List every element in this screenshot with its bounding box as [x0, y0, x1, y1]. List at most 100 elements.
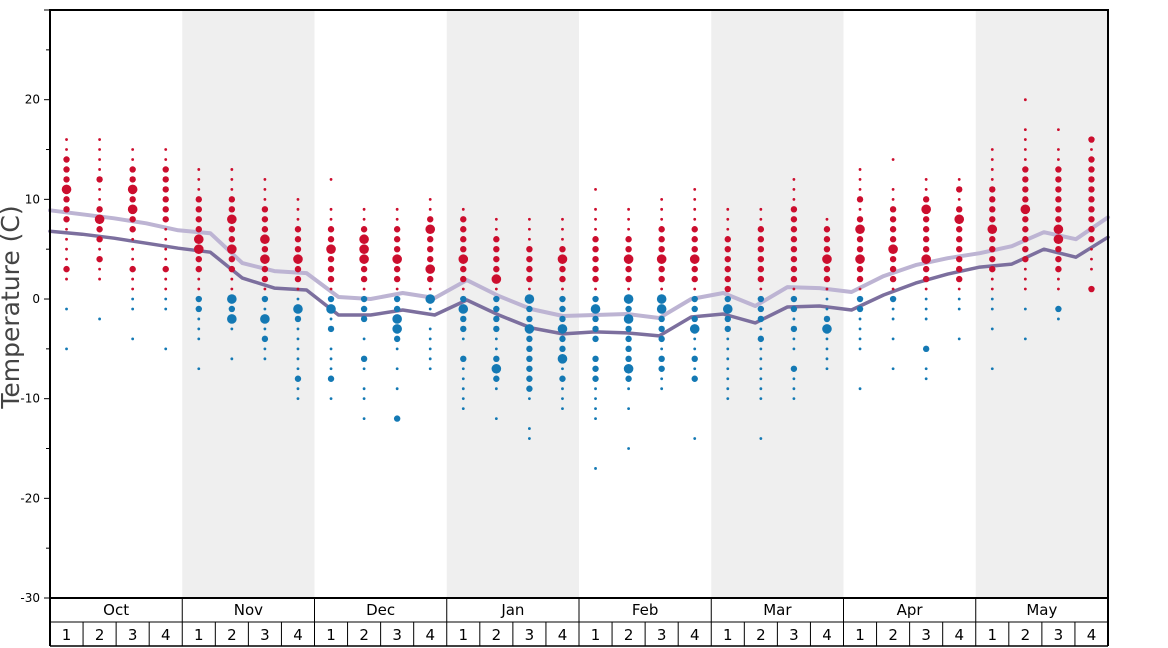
- temperature-dot: [526, 275, 533, 283]
- temperature-dot: [228, 265, 236, 273]
- temperature-dot: [458, 304, 469, 314]
- temperature-dot: [493, 295, 500, 303]
- temperature-dot: [724, 315, 731, 323]
- temperature-dot: [362, 217, 366, 221]
- temperature-dot: [197, 317, 201, 321]
- temperature-dot: [296, 367, 300, 371]
- temperature-dot: [625, 265, 632, 273]
- temperature-dot: [891, 317, 895, 321]
- temperature-dot: [425, 264, 436, 274]
- temperature-dot: [989, 186, 996, 193]
- temperature-dot: [956, 255, 963, 263]
- temperature-dot: [594, 417, 597, 421]
- temperature-dot: [526, 365, 533, 372]
- week-label: 2: [624, 626, 634, 644]
- temperature-dot: [329, 317, 333, 321]
- temperature-dot: [790, 206, 798, 213]
- temperature-dot: [592, 275, 599, 283]
- temperature-dot: [858, 387, 862, 391]
- temperature-dot: [65, 138, 68, 141]
- temperature-dot: [98, 267, 101, 271]
- temperature-dot: [131, 287, 135, 291]
- temperature-dot: [627, 387, 630, 391]
- temperature-dot: [294, 275, 302, 283]
- temperature-dot: [1022, 166, 1029, 173]
- temperature-dot: [627, 447, 630, 450]
- temperature-dot: [528, 427, 531, 430]
- temperature-dot: [461, 367, 465, 371]
- week-label: 1: [855, 626, 865, 644]
- temperature-dot: [559, 315, 566, 323]
- temperature-dot: [294, 315, 302, 323]
- temperature-dot: [954, 214, 965, 225]
- temperature-dot: [625, 345, 632, 353]
- temperature-dot: [296, 287, 300, 291]
- temperature-dot: [792, 377, 796, 381]
- temperature-dot: [65, 227, 68, 231]
- month-band-may: [975, 10, 1108, 598]
- temperature-dot: [790, 265, 798, 273]
- temperature-dot: [1023, 287, 1027, 291]
- temperature-dot: [228, 236, 236, 243]
- temperature-dot: [458, 254, 469, 264]
- temperature-dot: [627, 407, 630, 411]
- temperature-dot: [989, 216, 996, 223]
- temperature-dot: [956, 275, 963, 283]
- temperature-dot: [296, 387, 300, 391]
- temperature-dot: [989, 255, 996, 263]
- temperature-dot: [989, 236, 996, 243]
- temperature-dot: [329, 397, 333, 401]
- temperature-dot: [957, 197, 961, 201]
- temperature-dot: [230, 327, 234, 331]
- temperature-dot: [594, 227, 597, 231]
- temperature-dot: [528, 237, 531, 241]
- temperature-dot: [230, 357, 234, 361]
- temperature-dot: [96, 176, 103, 183]
- temperature-dot: [393, 295, 401, 303]
- week-label: 1: [326, 626, 336, 644]
- temperature-dot: [858, 287, 862, 291]
- temperature-dot: [164, 347, 168, 351]
- temperature-dot: [359, 244, 369, 254]
- temperature-dot: [625, 325, 632, 333]
- temperature-dot: [691, 265, 698, 273]
- temperature-dot: [296, 197, 300, 201]
- temperature-dot: [263, 178, 267, 181]
- temperature-dot: [759, 287, 763, 291]
- month-label: Jan: [500, 601, 524, 619]
- temperature-dot: [360, 355, 368, 363]
- week-label: 2: [888, 626, 898, 644]
- temperature-dot: [855, 254, 865, 264]
- temperature-dot: [461, 207, 465, 211]
- temperature-dot: [362, 367, 366, 371]
- temperature-dot: [889, 265, 897, 273]
- temperature-dot: [195, 226, 202, 233]
- temperature-dot: [528, 397, 531, 401]
- temperature-dot: [790, 305, 798, 313]
- temperature-dot: [1057, 128, 1060, 131]
- temperature-dot: [726, 347, 730, 351]
- temperature-dot: [823, 275, 831, 283]
- temperature-dot: [460, 226, 467, 233]
- temperature-dot: [427, 255, 434, 263]
- temperature-dot: [230, 277, 234, 281]
- temperature-dot: [395, 287, 399, 291]
- temperature-dot: [526, 345, 533, 353]
- temperature-dot: [726, 387, 730, 391]
- temperature-dot: [989, 206, 996, 213]
- week-label: 2: [1021, 626, 1031, 644]
- temperature-dot: [65, 148, 68, 151]
- temperature-dot: [96, 255, 103, 263]
- temperature-dot: [427, 216, 434, 223]
- temperature-dot: [757, 315, 765, 323]
- temperature-dot: [924, 317, 928, 321]
- temperature-dot: [460, 245, 467, 253]
- temperature-dot: [1057, 287, 1060, 291]
- temperature-dot: [1053, 224, 1064, 235]
- temperature-dot: [924, 287, 928, 291]
- temperature-dot: [493, 355, 500, 363]
- temperature-dot: [494, 227, 498, 231]
- week-label: 4: [690, 626, 700, 644]
- y-axis: 20 10 0 -10 -20 -30: [20, 9, 50, 605]
- temperature-dot: [329, 357, 333, 361]
